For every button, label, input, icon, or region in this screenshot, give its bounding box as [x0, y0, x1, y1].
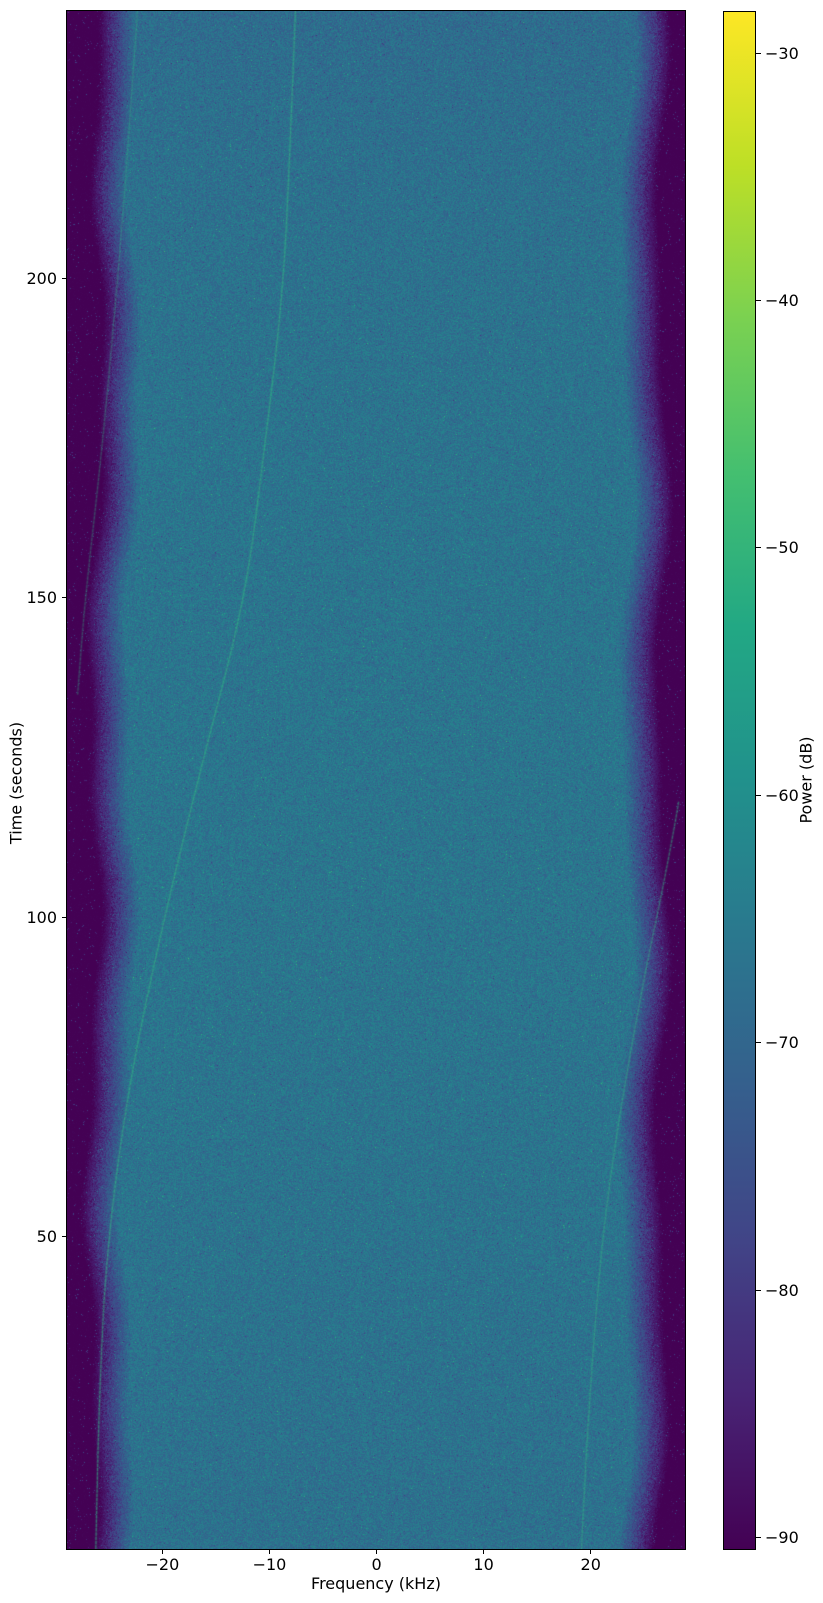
- y-tick-label: 50: [36, 1227, 57, 1247]
- colorbar: [723, 11, 756, 1550]
- x-tick-mark: [376, 1550, 378, 1554]
- y-axis-label: Time (seconds): [6, 721, 26, 845]
- colorbar-tick-mark: [756, 1537, 761, 1539]
- colorbar-tick-mark: [756, 794, 761, 796]
- x-tick-label: −10: [252, 1555, 287, 1574]
- colorbar-tick-mark: [756, 1289, 761, 1291]
- x-tick-mark: [483, 1550, 485, 1554]
- colorbar-tick-mark: [756, 1042, 761, 1044]
- y-tick-mark: [62, 597, 66, 599]
- colorbar-gradient: [724, 12, 755, 1549]
- spectrogram-image: [67, 11, 685, 1549]
- x-tick-mark: [590, 1550, 592, 1554]
- y-tick-label: 100: [26, 907, 57, 927]
- colorbar-tick-mark: [756, 547, 761, 549]
- y-tick-label: 200: [26, 268, 57, 288]
- colorbar-tick-label: −70: [765, 1033, 799, 1053]
- colorbar-tick-label: −40: [765, 290, 799, 310]
- y-tick-mark: [62, 1236, 66, 1238]
- x-tick-label: 20: [580, 1555, 601, 1574]
- colorbar-tick-label: −90: [765, 1528, 799, 1548]
- x-axis-label: Frequency (kHz): [311, 1574, 441, 1593]
- x-tick-label: 0: [371, 1555, 382, 1574]
- x-tick-label: −20: [145, 1555, 180, 1574]
- x-tick-mark: [268, 1550, 270, 1554]
- y-tick-label: 150: [26, 588, 57, 608]
- plot-area: [66, 10, 686, 1550]
- colorbar-tick-label: −80: [765, 1280, 799, 1300]
- colorbar-tick-label: −50: [765, 538, 799, 558]
- y-tick-mark: [62, 916, 66, 918]
- colorbar-label: Power (dB): [796, 736, 816, 824]
- colorbar-tick-mark: [756, 299, 761, 301]
- y-tick-mark: [62, 277, 66, 279]
- colorbar-tick-label: −60: [765, 785, 799, 805]
- x-tick-label: 10: [473, 1555, 494, 1574]
- colorbar-tick-label: −30: [765, 43, 799, 63]
- colorbar-tick-mark: [756, 52, 761, 54]
- x-tick-mark: [161, 1550, 163, 1554]
